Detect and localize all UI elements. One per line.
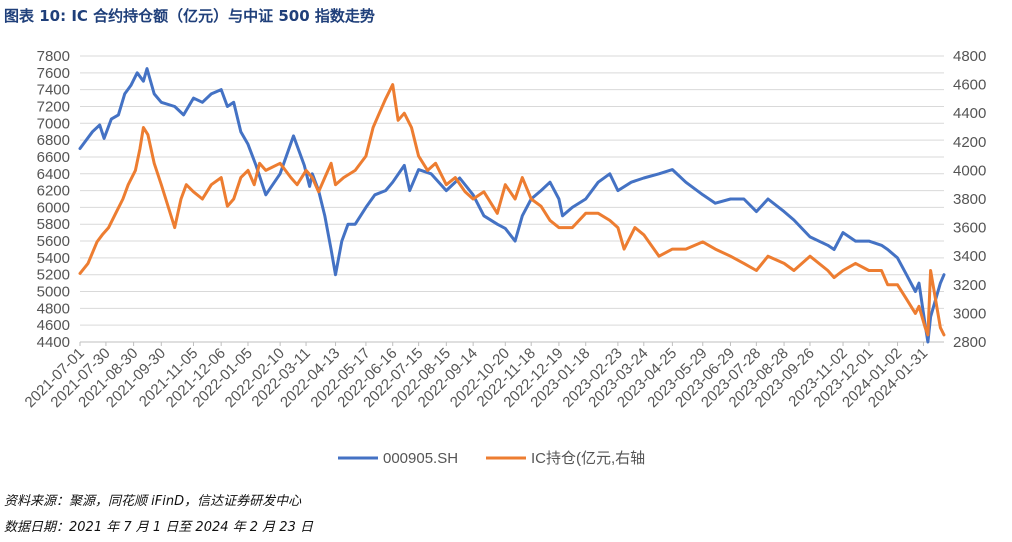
y-right-tick-label: 4000 bbox=[953, 162, 986, 179]
y-right-tick-label: 3400 bbox=[953, 248, 986, 265]
y-left-tick-label: 5000 bbox=[37, 284, 70, 301]
y-left-tick-label: 6200 bbox=[37, 183, 70, 200]
y-left-tick-label: 7000 bbox=[37, 115, 70, 132]
y-left-tick-label: 5200 bbox=[37, 267, 70, 284]
legend-label: 000905.SH bbox=[383, 450, 458, 467]
series-line-1 bbox=[78, 67, 946, 344]
line-chart: 4400460048005000520054005600580060006200… bbox=[22, 48, 987, 467]
y-right-tick-label: 4800 bbox=[953, 48, 986, 65]
date-range-note: 数据日期：2021 年 7 月 1 日至 2024 年 2 月 23 日 bbox=[4, 520, 313, 535]
y-right-tick-label: 3000 bbox=[953, 305, 986, 322]
figure-title: 图表 10: IC 合约持仓额（亿元）与中证 500 指数走势 bbox=[4, 7, 375, 25]
y-right-tick-label: 4200 bbox=[953, 134, 986, 151]
y-right-tick-label: 4600 bbox=[953, 77, 986, 94]
y-axis-left: 4400460048005000520054005600580060006200… bbox=[37, 48, 70, 351]
y-left-tick-label: 6000 bbox=[37, 199, 70, 216]
y-left-tick-label: 5800 bbox=[37, 216, 70, 233]
y-left-tick-label: 5600 bbox=[37, 233, 70, 250]
y-left-tick-label: 5400 bbox=[37, 250, 70, 267]
y-right-tick-label: 3800 bbox=[953, 191, 986, 208]
y-right-tick-label: 3600 bbox=[953, 220, 986, 237]
y-right-tick-label: 2800 bbox=[953, 334, 986, 351]
y-left-tick-label: 4800 bbox=[37, 300, 70, 317]
y-left-tick-label: 7200 bbox=[37, 98, 70, 115]
y-left-tick-label: 6600 bbox=[37, 149, 70, 166]
series-line-2 bbox=[78, 83, 946, 337]
legend-label: IC持仓(亿元,右轴 bbox=[531, 450, 645, 467]
y-axis-right: 2800 3000 3200 3400 3600 3800 4000 4200 4400 4600… bbox=[953, 48, 986, 351]
y-right-tick-label: 3200 bbox=[953, 277, 986, 294]
y-right-tick-label: 4400 bbox=[953, 105, 986, 122]
y-left-tick-label: 4600 bbox=[37, 317, 70, 334]
plot-area bbox=[78, 67, 946, 344]
gridlines bbox=[80, 55, 944, 343]
y-left-tick-label: 6400 bbox=[37, 166, 70, 183]
y-left-tick-label: 6800 bbox=[37, 132, 70, 149]
y-left-tick-label: 7600 bbox=[37, 65, 70, 82]
source-note: 资料来源：聚源，同花顺 iFinD，信达证券研发中心 bbox=[4, 494, 302, 509]
y-left-tick-label: 7800 bbox=[37, 48, 70, 65]
legend: 000905.SH IC持仓(亿元,右轴 bbox=[338, 450, 645, 467]
y-left-tick-label: 4400 bbox=[37, 334, 70, 351]
x-axis: 2021-07-012021-07-302021-08-302021-09-30… bbox=[22, 341, 944, 411]
y-left-tick-label: 7400 bbox=[37, 82, 70, 99]
